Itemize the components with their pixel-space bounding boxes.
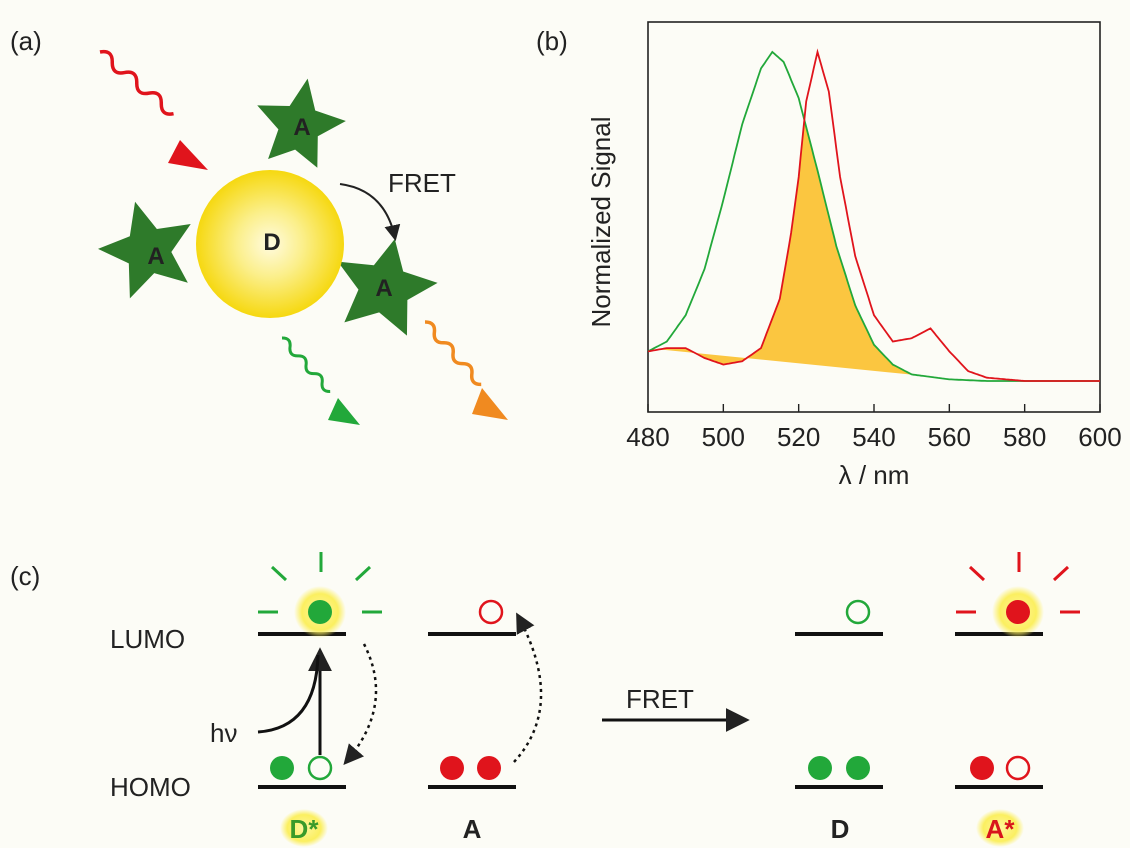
acceptor-excited-label-glow xyxy=(976,809,1024,847)
acceptor-emission-arrowhead xyxy=(472,388,508,420)
panel-a-label: (a) xyxy=(10,26,42,56)
acceptor-emission-rays xyxy=(956,552,1080,614)
fret-label-c: FRET xyxy=(626,684,694,714)
donor-homo-hole xyxy=(307,755,333,781)
x-tick-label: 500 xyxy=(702,422,745,452)
hv-curved-arrow xyxy=(257,654,320,734)
donor-sphere xyxy=(196,170,344,318)
acceptor-star-top xyxy=(257,78,346,168)
fret-label-a: FRET xyxy=(388,168,456,198)
donor-final-homo-electron-2 xyxy=(846,756,870,780)
x-tick-label: 600 xyxy=(1078,422,1121,452)
donor-label: D xyxy=(263,229,280,256)
chart-layer: 480 500 520 540 560 580 600 xyxy=(626,48,1122,452)
acceptor-lumo-hole xyxy=(478,599,504,625)
acceptor-excited-electron xyxy=(1006,600,1030,624)
acceptor-star-left xyxy=(98,201,191,299)
incident-light-arrowhead xyxy=(168,140,208,170)
acceptor-star-right xyxy=(337,239,438,336)
panel-c-label: (c) xyxy=(10,561,40,591)
donor-final-homo-electron-1 xyxy=(808,756,832,780)
x-axis-label: λ / nm xyxy=(839,460,910,490)
hv-label: hν xyxy=(210,718,237,748)
state-label-d-star: D* xyxy=(290,814,320,844)
donor-final-lumo-hole xyxy=(845,599,871,625)
donor-excited-electron xyxy=(308,600,332,624)
acceptor-label-left: A xyxy=(147,243,164,270)
energy-levels xyxy=(258,632,1043,789)
acceptor-final-homo-hole xyxy=(1005,755,1031,781)
donor-homo-electron xyxy=(270,756,294,780)
acceptor-final-homo-electron xyxy=(970,756,994,780)
x-tick-label: 540 xyxy=(852,422,895,452)
x-tick-label: 580 xyxy=(1003,422,1046,452)
homo-label: HOMO xyxy=(110,772,191,802)
acceptor-absorption-curve xyxy=(647,48,1100,382)
state-label-a-star: A* xyxy=(986,814,1016,844)
state-label-a: A xyxy=(463,814,482,844)
donor-excited-label-glow xyxy=(280,809,328,847)
donor-relaxation-dotted xyxy=(343,643,378,766)
acceptor-homo-electron-2 xyxy=(477,756,501,780)
acceptor-emission-wave xyxy=(424,320,482,387)
lumo-label: LUMO xyxy=(110,624,185,654)
panel-a: (a) A A A D FRET xyxy=(10,26,508,425)
state-label-d: D xyxy=(831,814,850,844)
donor-emission-arrowhead xyxy=(328,398,360,425)
incident-light-wave xyxy=(99,49,174,116)
panel-b: (b) Normalized Signal 480 500 520 540 560 580… xyxy=(536,21,1122,490)
acceptor-label-right: A xyxy=(375,275,392,302)
y-axis-label: Normalized Signal xyxy=(586,117,616,328)
panel-c: (c) LUMO HOMO hν xyxy=(10,552,1080,847)
x-tick-label: 520 xyxy=(777,422,820,452)
x-tick-label: 560 xyxy=(928,422,971,452)
fret-curved-arrow xyxy=(339,183,401,242)
acceptor-label-top: A xyxy=(293,114,310,141)
donor-emission-rays xyxy=(258,552,382,614)
x-tick-label: 480 xyxy=(626,422,669,452)
panel-b-label: (b) xyxy=(536,26,568,56)
acceptor-excitation-dotted xyxy=(513,612,543,763)
donor-emission-wave xyxy=(281,336,331,394)
acceptor-homo-electron-1 xyxy=(440,756,464,780)
